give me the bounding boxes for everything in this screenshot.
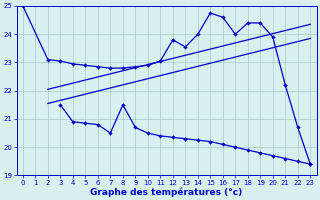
X-axis label: Graphe des températures (°c): Graphe des températures (°c) (91, 187, 243, 197)
